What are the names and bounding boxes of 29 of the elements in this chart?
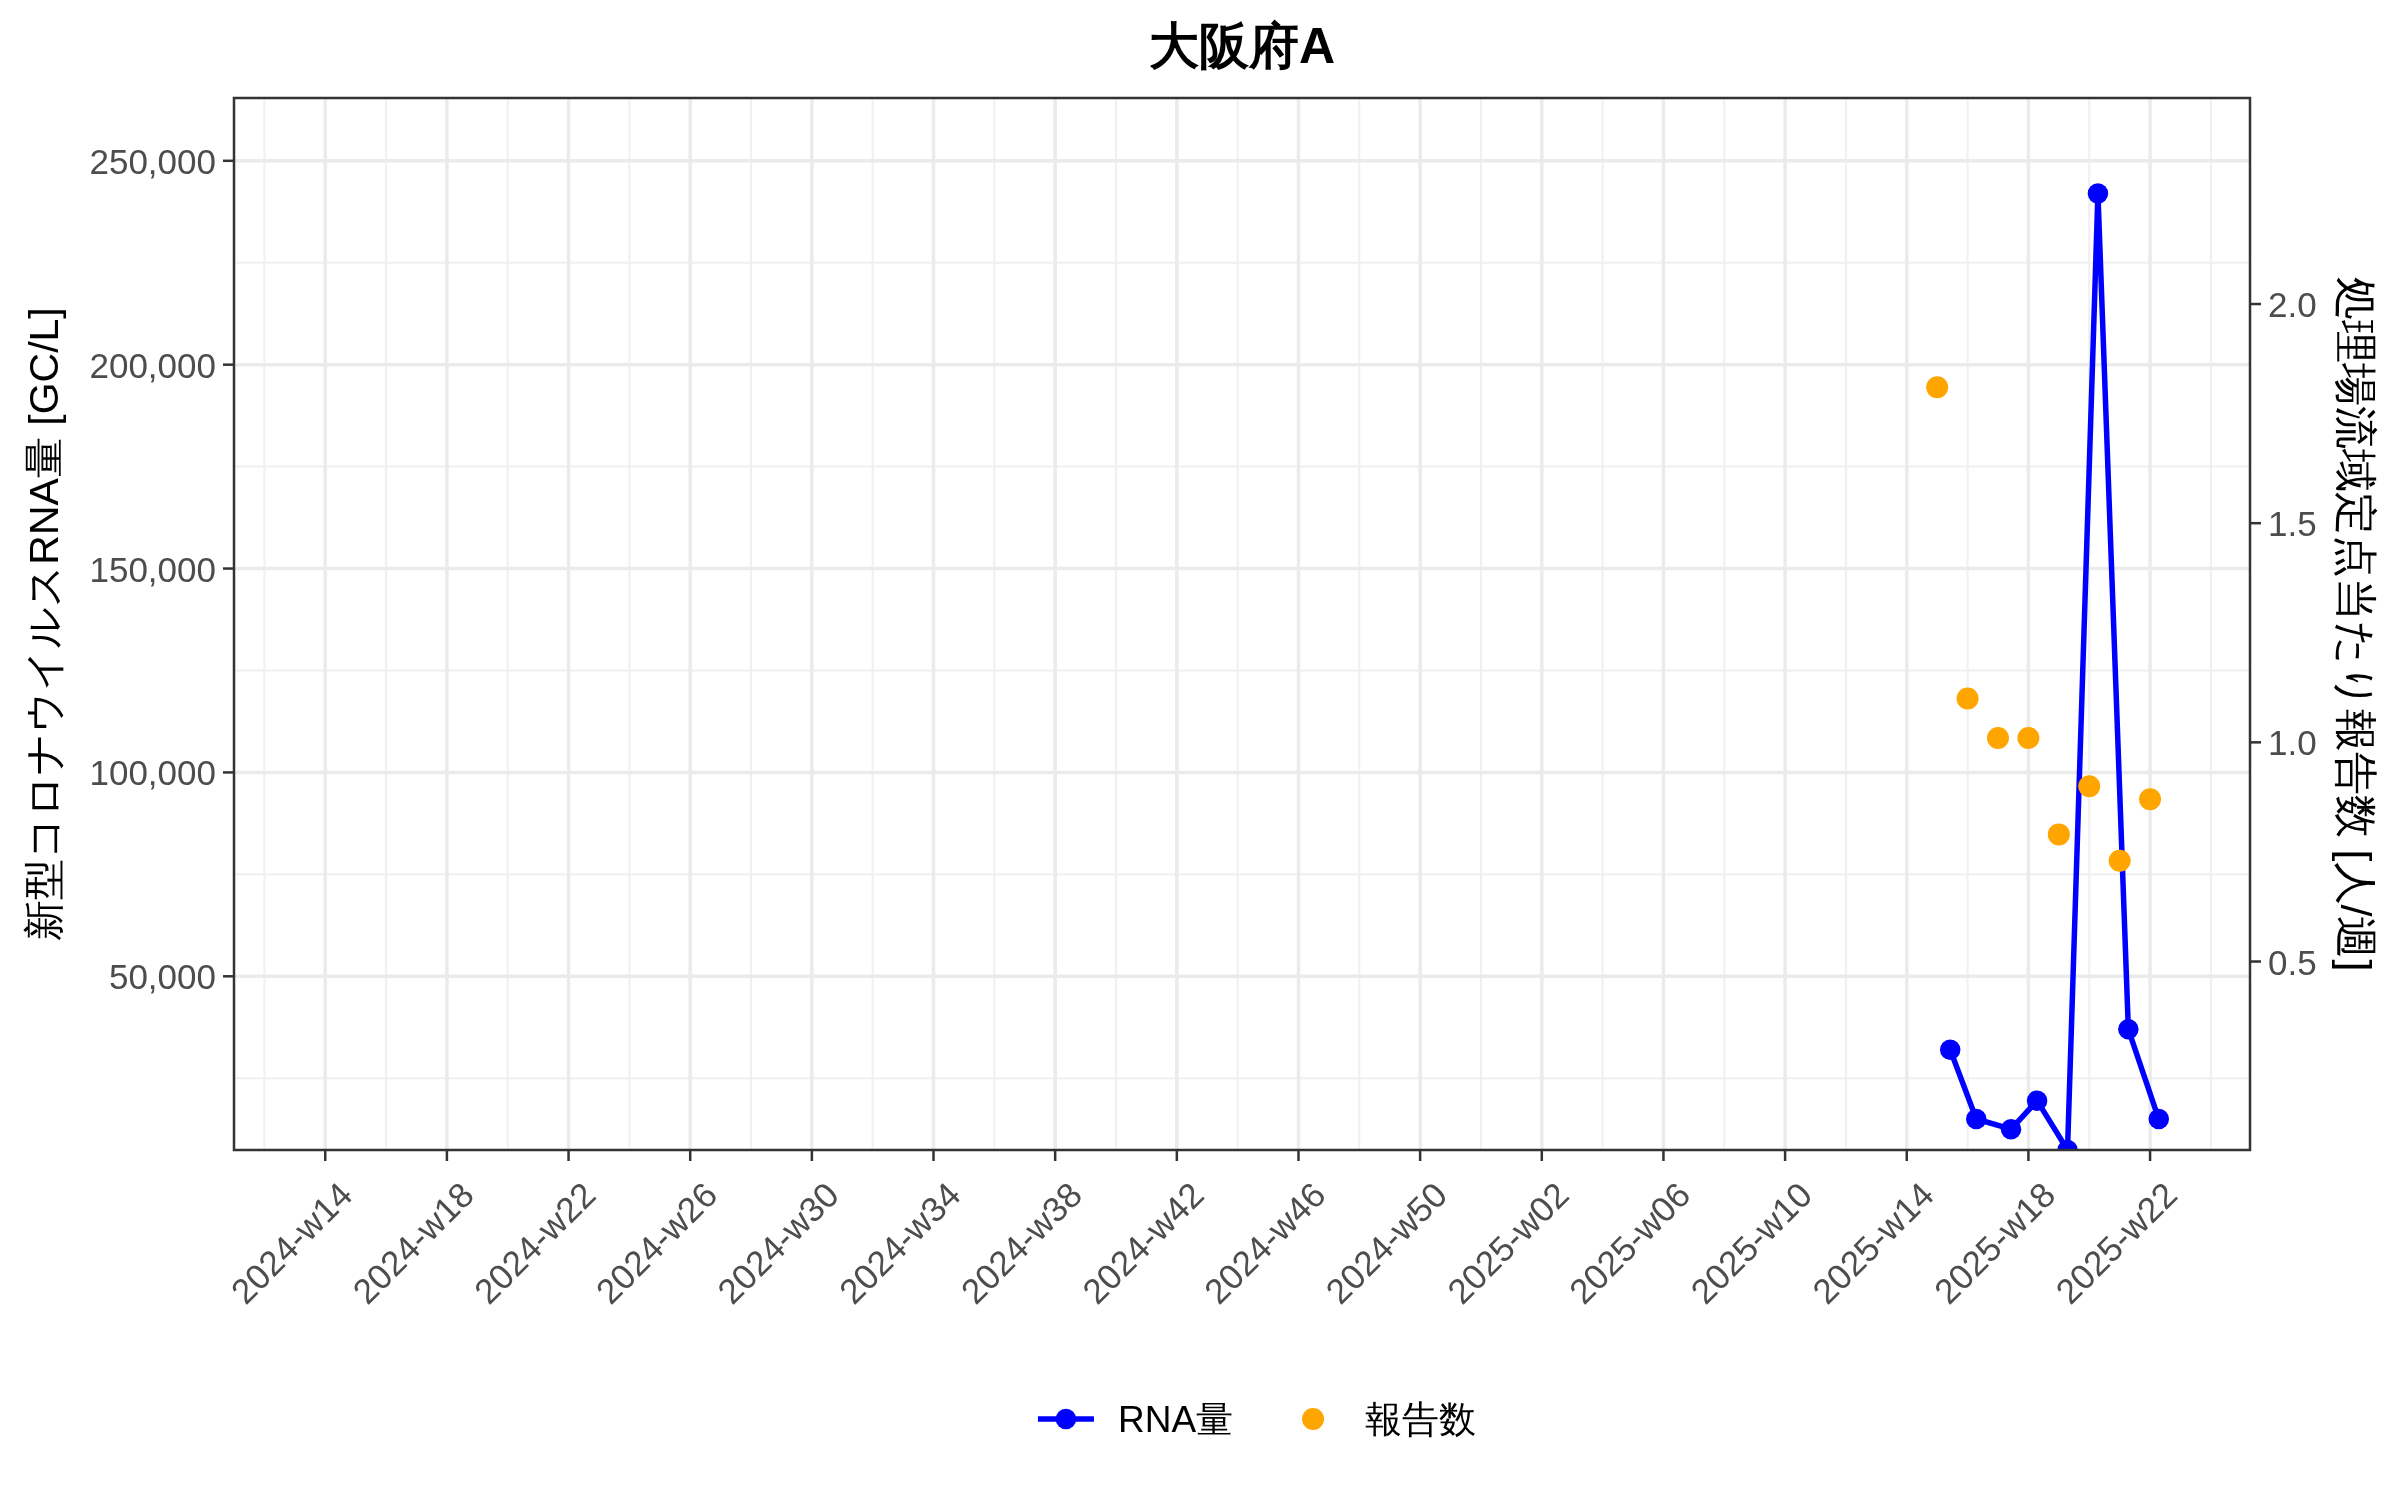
point [2139,788,2162,811]
y-tick-label: 50,000 [108,956,216,996]
chart-title: 大阪府A [1148,18,1336,74]
point [2087,183,2109,204]
point [1987,726,2009,749]
point [2108,849,2131,872]
y-tick-label: 200,000 [89,345,216,385]
y-tick-label: 250,000 [89,141,216,181]
point [2047,823,2070,846]
y-tick-label: 150,000 [89,549,216,589]
point [2078,775,2101,798]
point [1966,1108,1987,1130]
point [1926,376,1949,399]
y2-axis-title: 処理場流域定点当たり報告数 [人/週] [2332,276,2380,972]
legend-label: RNA量 [1117,1398,1234,1440]
point [2118,1019,2139,1040]
point [1956,687,1979,710]
y2-tick-label: 1.0 [2268,722,2317,762]
y2-tick-label: 0.5 [2268,942,2317,982]
point [2000,1118,2022,1140]
point [2017,726,2040,749]
point [1939,1039,1961,1060]
point [2148,1108,2170,1130]
y-axis-title: 新型コロナウイルスRNA量 [GC/L] [21,307,67,941]
y-tick-label: 100,000 [89,752,216,792]
legend-label: 報告数 [1365,1398,1477,1440]
point [2026,1090,2048,1111]
y2-tick-label: 2.0 [2268,284,2317,324]
y2-tick-label: 1.5 [2268,503,2317,543]
